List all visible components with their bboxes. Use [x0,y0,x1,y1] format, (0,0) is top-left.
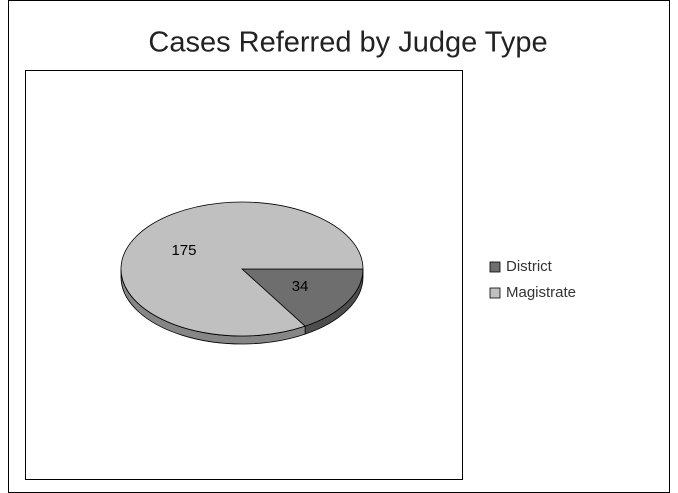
legend-label: Magistrate [506,284,576,301]
pie-slice [240,268,364,327]
legend-swatch [489,287,501,299]
legend-label: District [506,258,553,275]
legend-swatch [489,261,501,273]
chart-title: Cases Referred by Judge Type [148,27,547,59]
pie-slice [120,201,364,337]
data-label: 34 [292,278,309,295]
data-label: 175 [171,242,196,259]
plot-area [25,70,463,480]
